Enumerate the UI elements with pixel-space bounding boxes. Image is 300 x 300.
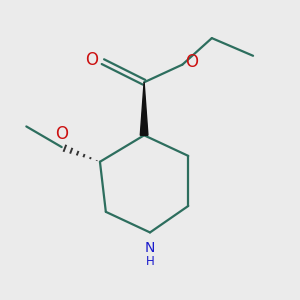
Text: O: O <box>55 124 68 142</box>
Text: O: O <box>185 53 198 71</box>
Text: N: N <box>145 241 155 255</box>
Polygon shape <box>140 82 148 135</box>
Text: O: O <box>85 51 98 69</box>
Text: H: H <box>146 254 154 268</box>
